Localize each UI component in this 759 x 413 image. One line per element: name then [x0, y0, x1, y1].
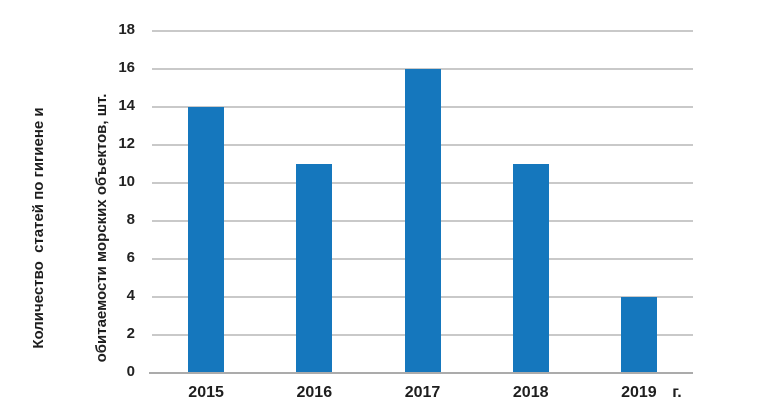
y-tick-label-14: 14	[118, 97, 135, 114]
x-axis-unit-label: г.	[672, 384, 682, 401]
y-tick-label-16: 16	[118, 59, 135, 76]
x-axis-label-2015: 2015	[188, 384, 224, 401]
bar-2018	[512, 164, 549, 373]
y-tick-label-8: 8	[126, 211, 135, 228]
x-axis-label-2018: 2018	[512, 384, 549, 401]
bars	[152, 31, 693, 373]
bar-2017	[404, 69, 441, 373]
bar-slot-2018	[477, 31, 585, 373]
gridline-18	[152, 30, 693, 32]
bar-slot-2016	[260, 31, 368, 373]
x-axis-labels: 2015 2016 2017 2018 2019	[152, 384, 693, 402]
y-tick-label-0: 0	[126, 363, 135, 380]
bar-slot-2015	[152, 31, 260, 373]
plot-area	[149, 30, 693, 374]
y-tick-label-6: 6	[126, 249, 135, 266]
y-tick-label-12: 12	[118, 135, 135, 152]
y-tick-label-2: 2	[126, 325, 135, 342]
bar-2019	[620, 297, 657, 373]
bar-2016	[296, 164, 333, 373]
gridline-16	[152, 68, 693, 70]
bar-slot-2019	[585, 31, 693, 373]
y-tick-label-4: 4	[126, 287, 135, 304]
y-tick-label-18: 18	[118, 21, 135, 38]
x-axis-label-2019: 2019	[621, 384, 657, 401]
x-axis-label-2016: 2016	[296, 384, 333, 401]
x-axis-line	[149, 372, 693, 374]
bar-slot-2017	[368, 31, 476, 373]
bar-2015	[188, 107, 225, 373]
y-tick-label-10: 10	[118, 173, 135, 190]
x-axis-label-2017: 2017	[404, 384, 441, 401]
